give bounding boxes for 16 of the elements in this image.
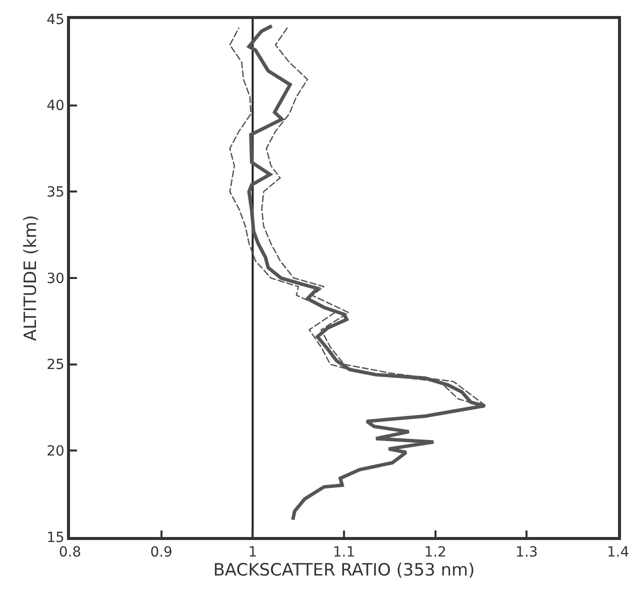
x-tick-label: 1.3 [516,544,538,561]
x-tick-label: 0.9 [150,544,172,561]
x-tick-label: 1.2 [424,544,446,561]
y-axis-title: ALTITUDE (km) [21,215,42,341]
x-tick-label: 0.8 [58,544,82,561]
y-tick-label: 25 [46,357,64,374]
x-axis-title: BACKSCATTER RATIO (353 nm) [213,560,475,581]
y-tick-label: 15 [46,530,64,546]
y-tick-label: 20 [46,444,64,460]
y-tick-label: 40 [46,98,64,114]
y-tick-label: 35 [46,184,64,201]
y-tick-label: 30 [46,270,64,287]
y-tick-label: 45 [46,12,64,28]
x-tick-label: 1.4 [606,544,630,561]
x-tick-label: 1.1 [332,544,356,561]
x-tick-label: 1 [248,544,258,561]
